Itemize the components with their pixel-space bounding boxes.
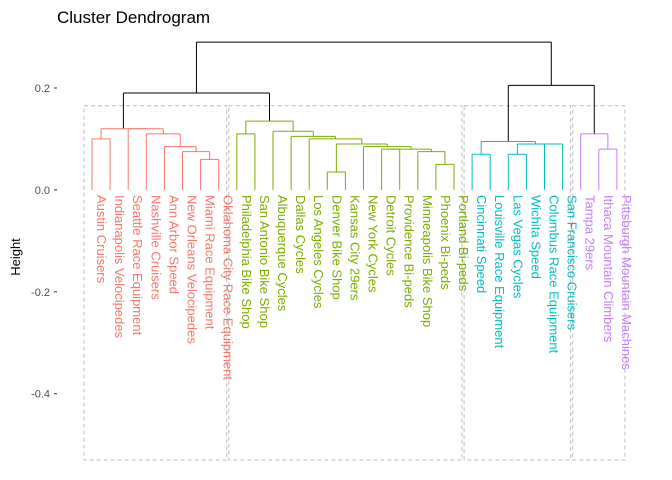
leaf-label: Portland Bi-peds (456, 195, 471, 292)
leaf-label: Wichita Speed (528, 195, 543, 279)
leaf-label: Miami Race Equipment (203, 195, 218, 330)
cluster-box (83, 105, 228, 461)
leaf-label: Ann Arbor Speed (166, 195, 181, 294)
leaf-label: Oklahoma City Race Equipment (221, 195, 236, 380)
leaf-label: Albuquerque Cycles (275, 195, 290, 312)
leaf-label: Denver Bike Shop (329, 195, 344, 300)
cluster-boxes (83, 105, 626, 461)
y-axis-ticks: 0.2 0.0 -0.2 -0.4 (31, 83, 57, 401)
y-tick-label: -0.4 (31, 389, 50, 401)
leaf-label: Philadelphia Bike Shop (239, 195, 254, 329)
leaf-label: Phoenix Bi-peds (438, 195, 453, 290)
leaf-label: New York Cycles (366, 195, 381, 293)
leaf-label: San Francisco Cruisers (565, 195, 580, 331)
y-tick-label: 0.0 (35, 185, 50, 197)
leaf-label: Cincinnati Speed (474, 195, 489, 293)
leaf-label: Pittsburgh Mountain Machines (619, 195, 634, 370)
leaf-label: Los Angeles Cycles (311, 195, 326, 309)
leaf-label: Austin Cruisers (94, 195, 109, 284)
chart-title: Cluster Dendrogram (57, 8, 210, 27)
cluster-box (228, 105, 463, 461)
leaf-label: Providence Bi-peds (402, 195, 417, 308)
leaf-label: Detroit Cycles (384, 195, 399, 276)
leaf-label: Dallas Cycles (293, 195, 308, 274)
leaf-label: San Antonio Bike Shop (257, 195, 272, 328)
leaf-label: New Orleans Velocipedes (185, 195, 200, 344)
leaf-label: Nashville Cruisers (148, 195, 163, 300)
y-axis-label: Height (8, 238, 23, 276)
leaf-label: Minneapolis Bike Shop (420, 195, 435, 327)
y-tick-label: -0.2 (31, 287, 50, 299)
leaf-label: Kansas City 29ers (347, 195, 362, 301)
leaf-label: Louisville Race Equipment (492, 195, 507, 349)
cluster-box (463, 105, 572, 461)
leaf-label: Seattle Race Equipment (130, 195, 145, 336)
leaf-label: Tampa 29ers (583, 195, 598, 271)
leaf-label: Indianapolis Velocipedes (112, 195, 127, 339)
leaf-label: Las Vegas Cycles (510, 195, 525, 299)
y-tick-label: 0.2 (35, 83, 50, 95)
leaf-labels: Austin Cruisers Indianapolis Velocipedes S… (94, 195, 634, 380)
leaf-label: Columbus Race Equipment (547, 195, 562, 354)
dendrogram-branches (91, 41, 618, 190)
leaf-label: Ithaca Mountain Climbers (601, 195, 616, 343)
